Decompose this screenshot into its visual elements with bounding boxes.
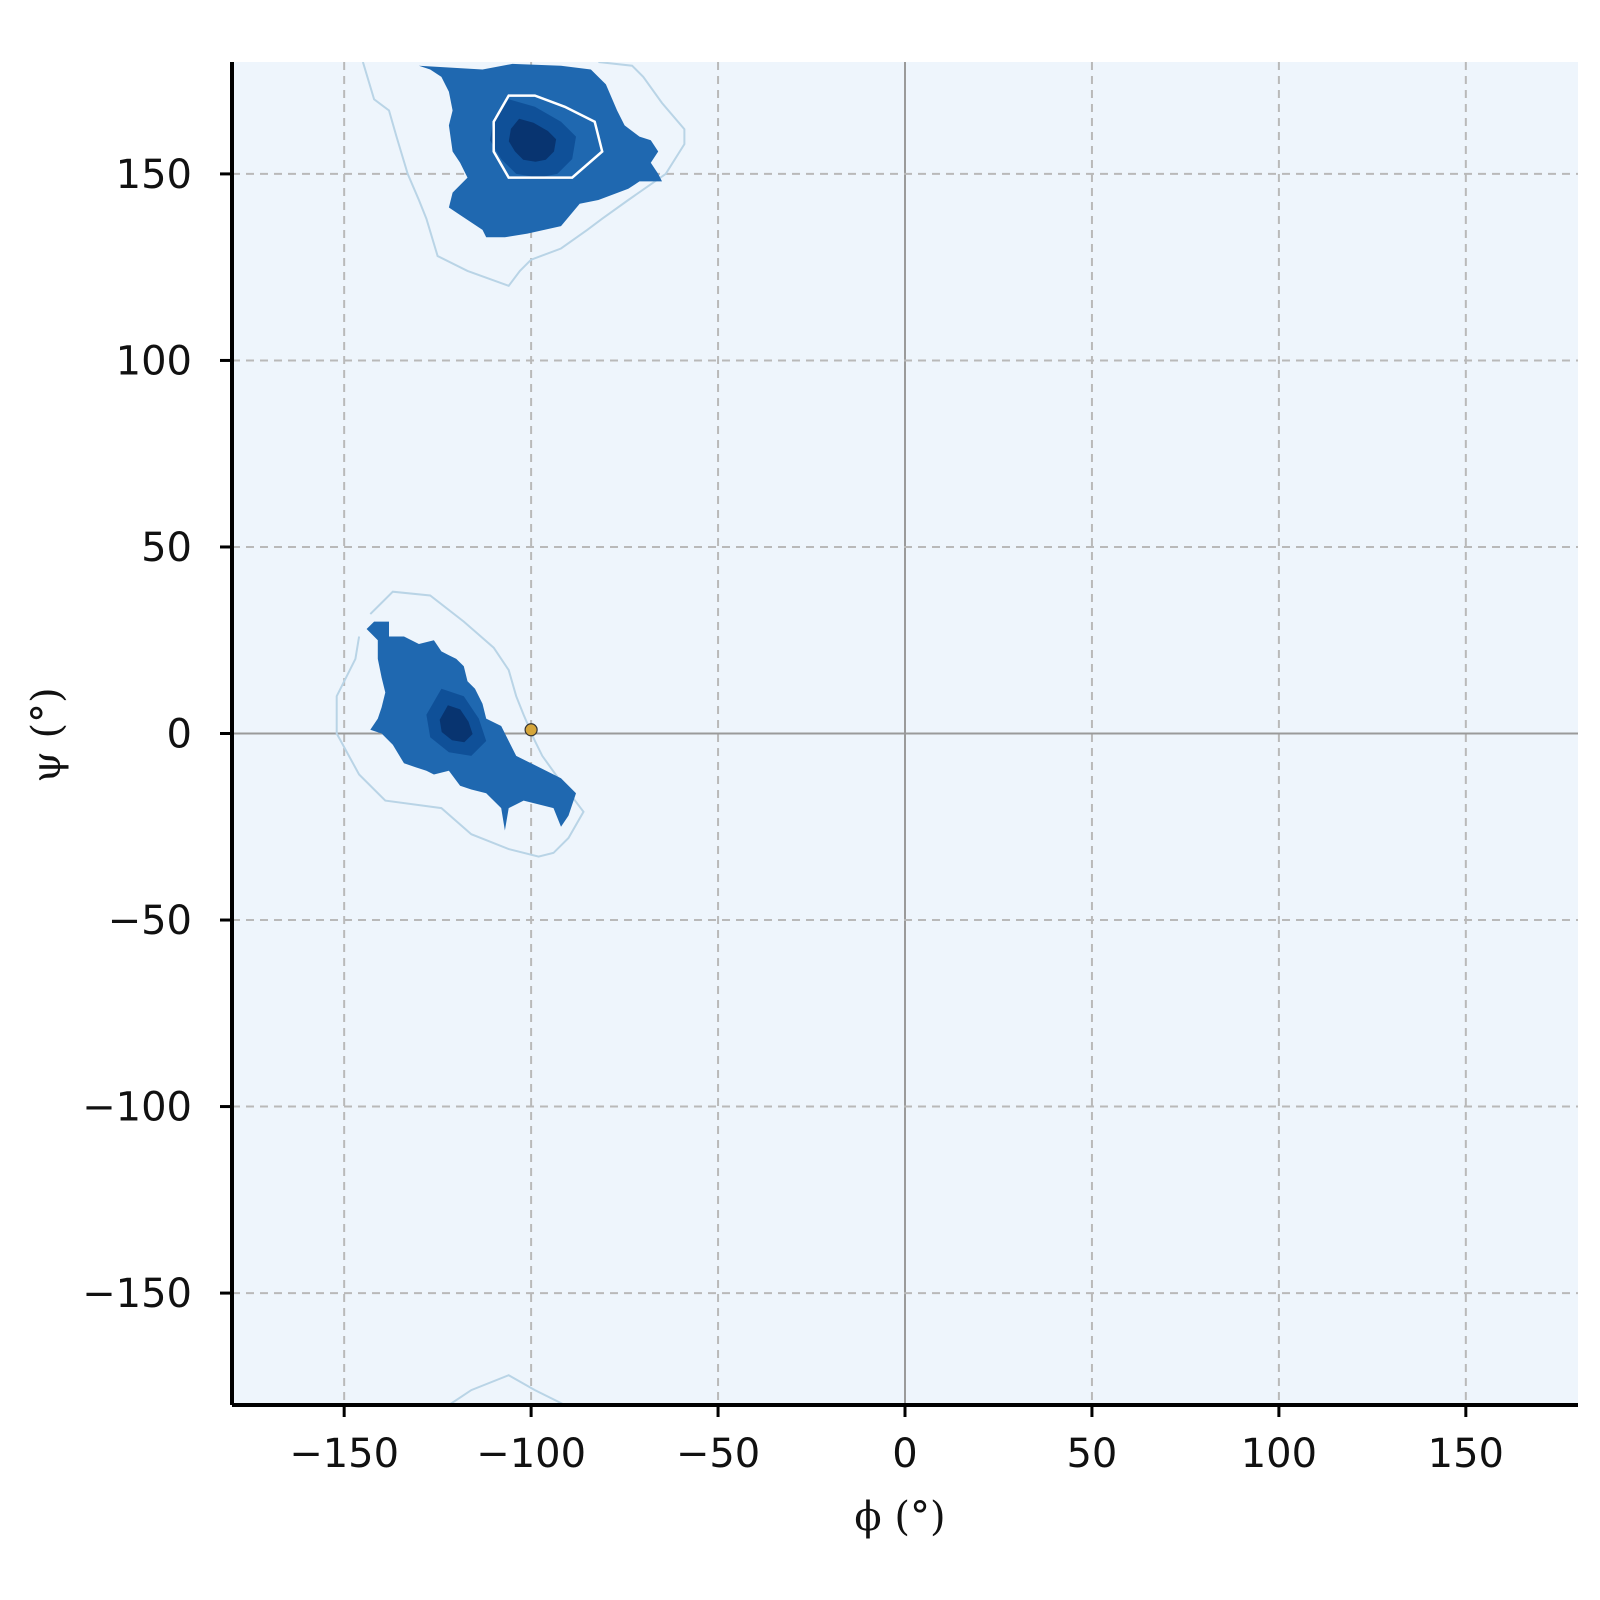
x-tick-label: 0 bbox=[892, 1431, 917, 1477]
outer-contour-alpha bbox=[335, 590, 585, 858]
density-core-beta bbox=[508, 118, 557, 162]
x-tick-label: 100 bbox=[1241, 1431, 1317, 1477]
data-point bbox=[524, 723, 538, 737]
y-tick-label: −150 bbox=[82, 1271, 192, 1317]
x-tick-label: −100 bbox=[476, 1431, 586, 1477]
x-tick-label: 50 bbox=[1066, 1431, 1117, 1477]
x-tick-label: −150 bbox=[289, 1431, 399, 1477]
x-tick-label: −50 bbox=[676, 1431, 760, 1477]
density-core-alpha bbox=[439, 705, 473, 743]
x-axis-title: ϕ (°) bbox=[854, 1494, 945, 1540]
plot-area bbox=[232, 62, 1578, 1405]
y-tick-label: 50 bbox=[141, 525, 192, 571]
y-tick-label: 100 bbox=[116, 338, 192, 384]
outer-contour-wrap-bottom bbox=[448, 1374, 566, 1405]
inner-contour-beta bbox=[492, 94, 604, 179]
y-tick-label: 0 bbox=[167, 712, 192, 758]
outer-contour-beta bbox=[361, 62, 686, 287]
y-tick-label: −50 bbox=[108, 898, 192, 944]
x-tick-label: 150 bbox=[1428, 1431, 1504, 1477]
y-axis-title: ψ (°) bbox=[24, 687, 70, 782]
y-tick-label: −100 bbox=[82, 1085, 192, 1131]
y-tick-label: 150 bbox=[116, 152, 192, 198]
